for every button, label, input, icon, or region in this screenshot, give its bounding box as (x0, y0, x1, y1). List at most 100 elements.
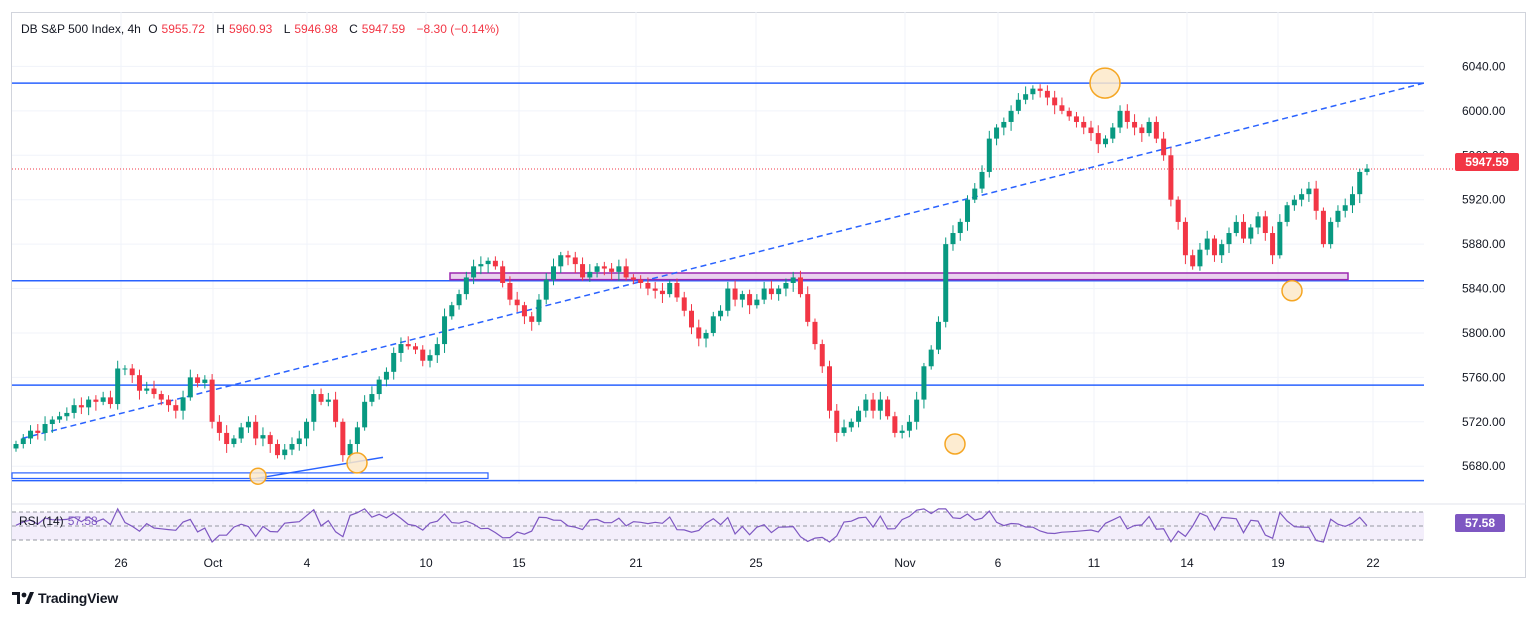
candle-body (166, 399, 172, 406)
horizontal-levels (11, 82, 1455, 482)
candle-body (1153, 121, 1159, 139)
candle-body (943, 244, 949, 322)
markers (249, 67, 1303, 485)
candle-body (202, 379, 208, 383)
candle-body (224, 432, 230, 445)
candle-body (1277, 221, 1283, 256)
rsi-value: 57.58 (67, 514, 98, 528)
candle-body (180, 397, 186, 411)
price-tick-label: 5880.00 (1462, 237, 1506, 251)
price-axis: 5680.00 5720.00 5760.00 5800.00 5840.00 5880.… (1462, 59, 1506, 473)
candle-body (747, 294, 753, 306)
candle-body (187, 377, 193, 398)
candle-body (906, 421, 912, 431)
candle-body (151, 388, 157, 395)
time-tick-label: 26 (114, 556, 128, 570)
candle-body (1124, 110, 1130, 122)
candle-body (732, 288, 738, 300)
candle-body (725, 288, 731, 311)
candle-body (1073, 116, 1079, 122)
candle-body (456, 294, 462, 306)
candle-body (412, 346, 418, 350)
candle-body (173, 405, 179, 411)
price-tick-label: 5760.00 (1462, 370, 1506, 384)
candle-body (1103, 138, 1109, 145)
rsi-pane (12, 503, 1526, 543)
candle-body (1015, 99, 1021, 111)
candle-body (107, 397, 113, 405)
support-zone-rect (449, 272, 1349, 281)
close-value: C 5947.59 (349, 22, 406, 36)
candle-body (863, 399, 869, 411)
candle-body (768, 288, 774, 295)
candle-body (965, 199, 971, 222)
candle-body (1299, 194, 1305, 200)
candle-body (529, 316, 535, 322)
candle-body (1335, 210, 1341, 222)
candle-body (86, 399, 92, 408)
ohlc-legend: DB S&P 500 Index, 4h O 5955.72 H 5960.93 L… (21, 22, 503, 36)
time-tick-label: 10 (419, 556, 433, 570)
candle-body (245, 421, 251, 428)
candle-body (13, 444, 19, 449)
brand-logo[interactable]: TradingView (12, 590, 118, 606)
candle-body (986, 138, 992, 172)
candle-body (638, 279, 644, 283)
candle-body (216, 421, 222, 433)
candle-body (1110, 127, 1116, 139)
candle-body (1357, 171, 1363, 195)
time-tick-label: 19 (1271, 556, 1285, 570)
candle-body (935, 321, 941, 350)
candle-body (1139, 127, 1145, 134)
candle-body (1270, 233, 1276, 256)
price-tick-label: 5800.00 (1462, 326, 1506, 340)
candle-body (710, 316, 716, 333)
chart-frame (11, 12, 1526, 578)
candle-body (289, 444, 295, 450)
candle-body (616, 266, 622, 272)
candle-body (609, 268, 615, 272)
candle-body (449, 305, 455, 317)
candle-body (645, 282, 651, 289)
candle-body (1175, 199, 1181, 222)
time-tick-label: 25 (749, 556, 763, 570)
candles (13, 84, 1370, 463)
time-tick-label: 11 (1088, 556, 1101, 570)
time-tick-label: Nov (894, 556, 915, 570)
candle-body (1262, 216, 1268, 234)
candle-body (885, 399, 891, 417)
candle-body (471, 266, 477, 278)
candle-body (93, 399, 99, 402)
candle-body (57, 416, 63, 420)
candle-body (994, 127, 1000, 139)
candle-body (115, 368, 121, 405)
candle-body (311, 394, 317, 422)
candle-body (601, 266, 607, 269)
candle-body (71, 405, 77, 413)
change-value: −8.30 (−0.14%) (416, 22, 500, 36)
candle-body (797, 277, 803, 295)
candle-body (1052, 97, 1058, 106)
time-tick-label: Oct (204, 556, 223, 570)
candle-body (463, 277, 469, 295)
candle-body (209, 379, 215, 422)
candle-body (536, 299, 542, 322)
candle-body (282, 449, 288, 456)
time-tick-label: 21 (629, 556, 643, 570)
candle-body (1190, 255, 1196, 267)
candle-body (1204, 238, 1210, 250)
candle-body (1306, 188, 1312, 195)
candle-body (718, 310, 724, 317)
candle-body (1313, 188, 1319, 211)
candle-body (507, 282, 513, 300)
candle-body (1233, 221, 1239, 234)
time-tick-label: 4 (304, 556, 311, 570)
marker-swing-low-oct-2 (249, 467, 267, 485)
price-tick-label: 5680.00 (1462, 459, 1506, 473)
candle-body (877, 399, 883, 411)
candle-body (478, 264, 484, 267)
candle-body (587, 271, 593, 278)
candle-body (318, 394, 324, 402)
candle-body (340, 421, 346, 456)
